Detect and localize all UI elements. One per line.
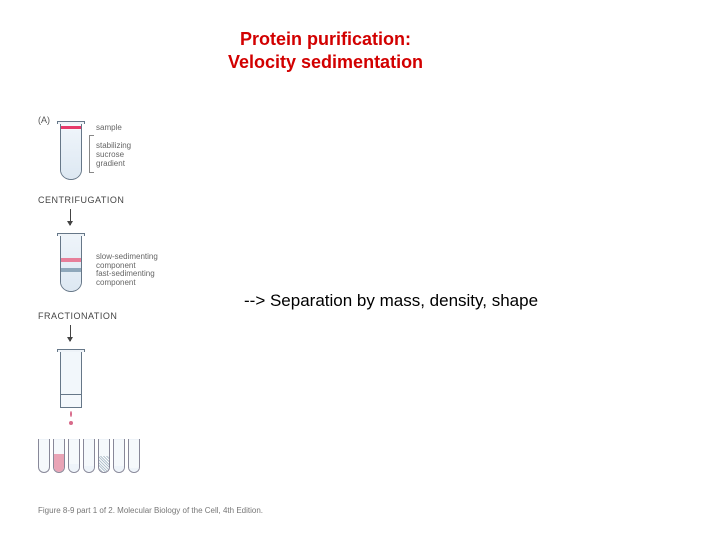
label-gradient: stabilizing sucrose gradient: [96, 142, 131, 168]
sample-band: [61, 126, 81, 129]
panel-a-label: (A): [38, 115, 50, 125]
fraction-tube-6: [113, 439, 125, 473]
slow-band: [61, 258, 81, 262]
step-fractionation: FRACTIONATION: [38, 311, 117, 321]
fraction-tube-2: [53, 439, 65, 473]
bracket-gradient: [89, 135, 93, 173]
label-fast: fast-sedimenting component: [96, 270, 155, 288]
separation-note: --> Separation by mass, density, shape: [244, 291, 538, 311]
label-slow: slow-sedimenting component: [96, 253, 158, 271]
fraction-tubes: [38, 439, 140, 473]
drop-2: [69, 421, 73, 425]
gradient-fill: [61, 130, 81, 179]
label-sample: sample: [96, 124, 122, 133]
fraction-tube-1: [38, 439, 50, 473]
fraction-tube-7: [128, 439, 140, 473]
title-line-2: Velocity sedimentation: [228, 51, 423, 74]
tube-after-centrifuge: [60, 233, 85, 292]
fast-band: [61, 268, 81, 272]
drop: [70, 411, 72, 417]
arrow-1: [70, 209, 71, 225]
fraction-tube-5: [98, 439, 110, 473]
step-centrifugation: CENTRIFUGATION: [38, 195, 124, 205]
diagram: (A) sample stabilizing sucrose gradient …: [38, 115, 218, 535]
tube-initial: [60, 121, 85, 180]
arrow-2: [70, 325, 71, 341]
title-block: Protein purification: Velocity sedimenta…: [228, 28, 423, 75]
tube-fractionation: [60, 349, 85, 408]
fraction-tube-3: [68, 439, 80, 473]
title-line-1: Protein purification:: [228, 28, 423, 51]
fraction-tube-4: [83, 439, 95, 473]
figure-caption: Figure 8-9 part 1 of 2. Molecular Biolog…: [38, 506, 263, 515]
